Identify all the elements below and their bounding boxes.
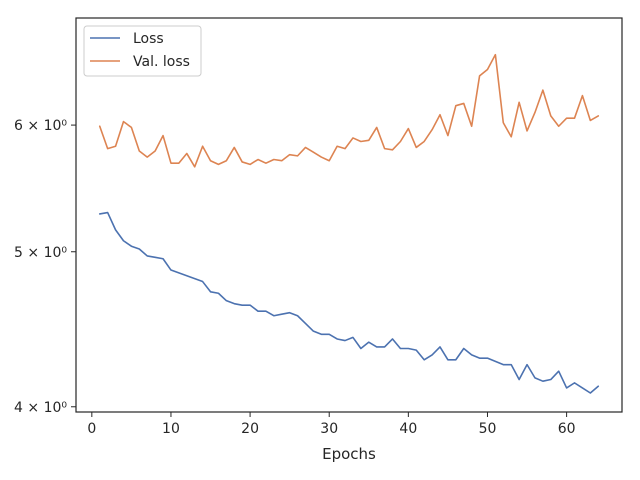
series-line-loss — [98, 211, 600, 394]
y-axis: 4 × 10⁰ 5 × 10⁰ 6 × 10⁰ — [14, 118, 76, 416]
plot-area — [76, 18, 622, 412]
legend-label-loss: Loss — [133, 31, 164, 47]
x-tick-label: 50 — [479, 421, 497, 437]
x-axis: 0 10 20 30 40 50 60 — [87, 412, 576, 437]
x-tick-label: 10 — [162, 421, 180, 437]
legend-label-val-loss: Val. loss — [133, 54, 190, 70]
x-tick-label: 60 — [558, 421, 576, 437]
x-tick-label: 40 — [399, 421, 417, 437]
x-tick-label: 0 — [87, 421, 96, 437]
y-tick-label: 5 × 10⁰ — [14, 245, 67, 261]
x-tick-label: 30 — [320, 421, 338, 437]
series-line-val-loss — [98, 53, 600, 168]
series-layer — [98, 53, 600, 394]
y-tick-label: 6 × 10⁰ — [14, 118, 67, 134]
legend: Loss Val. loss — [83, 25, 202, 77]
x-axis-label: Epochs — [322, 445, 376, 463]
plot-frame — [75, 17, 623, 413]
y-tick-label: 4 × 10⁰ — [14, 400, 67, 416]
x-tick-label: 20 — [241, 421, 259, 437]
